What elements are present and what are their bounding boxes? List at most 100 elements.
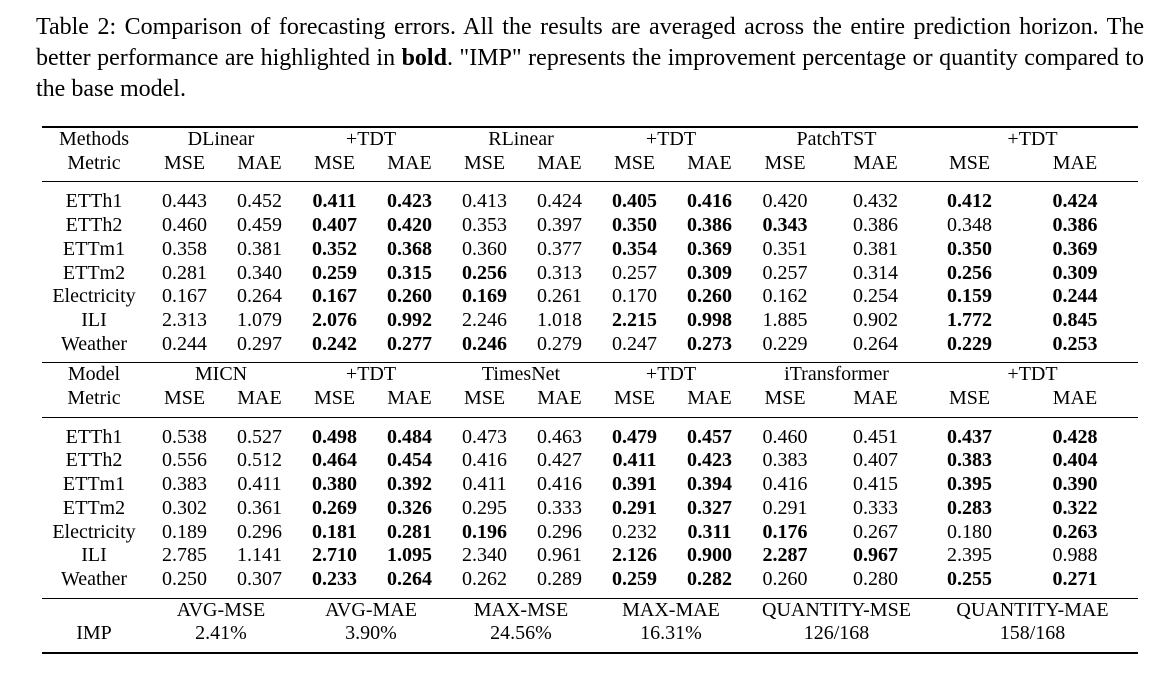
table-cell: 0.368 bbox=[387, 237, 432, 260]
metric-name: MSE bbox=[313, 151, 356, 174]
table-cell: 0.262 bbox=[462, 567, 507, 590]
table-cell: 0.291 bbox=[612, 496, 657, 519]
imp-value: 24.56% bbox=[446, 622, 596, 655]
model-name: +TDT bbox=[596, 126, 746, 152]
table-cell: 0.395 bbox=[947, 473, 992, 496]
table-cell: 0.377 bbox=[537, 237, 582, 260]
table-cell: 0.352 bbox=[312, 237, 357, 260]
table-cell: 0.451 bbox=[824, 416, 927, 450]
imp-metric-name: QUANTITY-MAE bbox=[927, 597, 1138, 623]
table-cell: 0.244 bbox=[1052, 285, 1098, 308]
model-name: iTransformer bbox=[746, 362, 927, 388]
dataset-name: Electricity bbox=[52, 520, 136, 543]
table-cell: 0.311 bbox=[687, 520, 732, 543]
metric-name: MSE bbox=[948, 151, 991, 174]
imp-value: 126/168 bbox=[746, 622, 927, 655]
table-cell: 0.369 bbox=[687, 237, 732, 260]
table-cell: 0.967 bbox=[853, 544, 898, 567]
table-cell: 0.452 bbox=[223, 181, 296, 215]
table-cell: 0.998 bbox=[687, 308, 732, 331]
table-cell: 1.141 bbox=[237, 544, 282, 567]
table-cell: 0.386 bbox=[1052, 214, 1098, 237]
table-cell: 0.407 bbox=[853, 449, 898, 472]
table-cell: 0.416 bbox=[537, 473, 582, 496]
table-cell: 0.296 bbox=[237, 520, 282, 543]
metric-header-row: Metric MSE MAE MSE MAE MSE MAE MSE MAE MSE MAE MSE M… bbox=[42, 152, 1138, 182]
dataset-name: ETTm1 bbox=[62, 237, 126, 260]
model-header-row: Methods DLinear +TDT RLinear +TDT PatchTST +TD… bbox=[42, 126, 1138, 152]
imp-metric-name: AVG-MSE bbox=[146, 597, 296, 623]
table-cell: 0.423 bbox=[373, 181, 446, 215]
table-cell: 0.412 bbox=[927, 181, 1012, 215]
table-cell: 0.845 bbox=[1052, 308, 1098, 331]
table-cell: 0.261 bbox=[537, 285, 582, 308]
table-row: ETTm1 0.383 0.411 0.380 0.392 0.411 0.416 0.391… bbox=[42, 473, 1138, 497]
results-table: Methods DLinear +TDT RLinear +TDT PatchTST +TD… bbox=[42, 126, 1138, 655]
table-cell: 0.279 bbox=[537, 332, 582, 355]
table-cell: 0.428 bbox=[1012, 416, 1138, 450]
table-cell: 0.256 bbox=[462, 261, 507, 284]
table-cell: 0.420 bbox=[387, 214, 432, 237]
table-row: Weather 0.250 0.307 0.233 0.264 0.262 0.289 0.2… bbox=[42, 568, 1138, 598]
table-cell: 0.189 bbox=[162, 520, 207, 543]
table-cell: 0.527 bbox=[223, 416, 296, 450]
table-row: ETTm2 0.302 0.361 0.269 0.326 0.295 0.333 0.291… bbox=[42, 497, 1138, 521]
dataset-name: Weather bbox=[60, 567, 128, 590]
table-cell: 0.350 bbox=[612, 214, 657, 237]
table-cell: 0.229 bbox=[762, 332, 808, 355]
table-cell: 0.413 bbox=[446, 181, 523, 215]
table-cell: 0.297 bbox=[237, 332, 282, 355]
model-name: +TDT bbox=[296, 126, 446, 152]
table-row: Electricity 0.167 0.264 0.167 0.260 0.169 0.26… bbox=[42, 285, 1138, 309]
imp-value: 3.90% bbox=[296, 622, 446, 655]
model-name: +TDT bbox=[596, 362, 746, 388]
dataset-name: Electricity bbox=[52, 285, 136, 308]
table-cell: 0.260 bbox=[762, 567, 808, 590]
table-row: ETTh1 0.443 0.452 0.411 0.423 0.413 0.424 0.405… bbox=[42, 181, 1138, 215]
table-cell: 0.360 bbox=[462, 237, 507, 260]
table-cell: 1.079 bbox=[237, 308, 282, 331]
table-cell: 0.392 bbox=[387, 473, 432, 496]
table-cell: 0.361 bbox=[237, 496, 282, 519]
table-cell: 0.264 bbox=[853, 332, 898, 355]
table-cell: 0.383 bbox=[762, 449, 808, 472]
table-cell: 0.358 bbox=[162, 237, 207, 260]
imp-label: IMP bbox=[42, 622, 146, 655]
table-cell: 0.350 bbox=[947, 237, 992, 260]
metric-name: MSE bbox=[163, 151, 206, 174]
table-row: ILI 2.785 1.141 2.710 1.095 2.340 0.961 2.126 0.… bbox=[42, 544, 1138, 568]
table-cell: 0.407 bbox=[312, 214, 357, 237]
metric-name: MAE bbox=[537, 151, 582, 174]
table-cell: 0.307 bbox=[237, 567, 282, 590]
table-cell: 0.263 bbox=[1052, 520, 1098, 543]
table-cell: 0.351 bbox=[762, 237, 808, 260]
table-cell: 0.459 bbox=[237, 214, 282, 237]
table-row: ETTm1 0.358 0.381 0.352 0.368 0.360 0.377 0.354… bbox=[42, 238, 1138, 262]
table-cell: 0.254 bbox=[853, 285, 898, 308]
table-cell: 0.170 bbox=[612, 285, 657, 308]
imp-value: 158/168 bbox=[927, 622, 1138, 655]
table-cell: 0.556 bbox=[162, 449, 207, 472]
table-cell: 0.432 bbox=[824, 181, 927, 215]
table-cell: 0.267 bbox=[853, 520, 898, 543]
table-cell: 1.018 bbox=[537, 308, 582, 331]
metric-label: Metric bbox=[67, 151, 121, 174]
metric-name: MAE bbox=[387, 387, 432, 410]
table-cell: 0.257 bbox=[762, 261, 808, 284]
table-cell: 0.257 bbox=[612, 261, 657, 284]
table-cell: 0.383 bbox=[162, 473, 207, 496]
metric-name: MAE bbox=[1052, 387, 1098, 410]
metric-label: Metric bbox=[67, 387, 121, 410]
table-cell: 2.215 bbox=[612, 308, 657, 331]
table-cell: 0.427 bbox=[537, 449, 582, 472]
caption-text: Table 2: Comparison of forecasting error… bbox=[36, 14, 1144, 71]
table-cell: 0.253 bbox=[1052, 332, 1098, 355]
model-name: TimesNet bbox=[446, 362, 596, 388]
table-cell: 0.411 bbox=[462, 473, 507, 496]
table-cell: 0.313 bbox=[537, 261, 582, 284]
table-row: Weather 0.244 0.297 0.242 0.277 0.246 0.279 0.2… bbox=[42, 333, 1138, 363]
metric-name: MAE bbox=[237, 151, 282, 174]
table-cell: 0.411 bbox=[296, 181, 373, 215]
table-cell: 0.538 bbox=[146, 416, 223, 450]
table-cell: 0.281 bbox=[387, 520, 432, 543]
